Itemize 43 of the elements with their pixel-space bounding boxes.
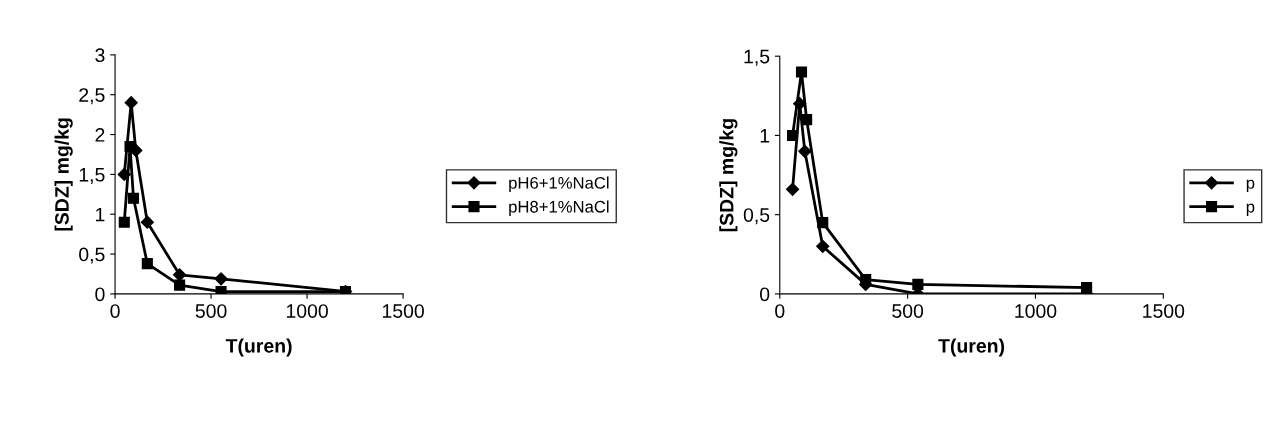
point: [817, 217, 829, 229]
y-tick-label: 3: [95, 48, 105, 63]
x-tick-label: 500: [195, 304, 227, 318]
legend-label: pH8+1%NaCl: [509, 200, 609, 216]
point: [174, 279, 186, 291]
x-tick-label: 0: [775, 304, 785, 318]
point: [787, 129, 799, 141]
x-axis-title: T(uren): [225, 338, 292, 357]
point: [141, 258, 153, 270]
legend-label: p: [1246, 179, 1255, 193]
point: [127, 192, 140, 204]
y-axis-title: [SDZ] mg/kg: [719, 119, 738, 232]
x-tick-label: 1000: [1015, 304, 1057, 318]
y-tick-label: 0: [95, 287, 105, 302]
point: [798, 144, 812, 158]
y-tick-label: 2: [95, 128, 105, 142]
point: [785, 182, 800, 196]
point: [118, 216, 130, 228]
y-axis-title: [SDZ] mg/kg: [54, 118, 73, 231]
y-tick-label: 1,5: [744, 49, 770, 66]
x-tick-label: 500: [892, 304, 924, 318]
y-tick-label: 0: [760, 287, 770, 302]
point: [172, 268, 187, 282]
point: [801, 114, 813, 126]
point: [816, 239, 830, 253]
point: [124, 96, 138, 110]
y-tick-label: 1: [96, 207, 105, 222]
y-tick-label: 0,5: [79, 247, 105, 264]
x-axis-title: T(uren): [938, 338, 1005, 357]
legend-label: pH6+1%NaCl: [509, 176, 609, 193]
point: [912, 278, 924, 290]
point: [214, 272, 228, 286]
point: [140, 215, 154, 229]
y-tick-label: 1: [760, 129, 770, 143]
y-tick-label: 1,5: [79, 168, 105, 184]
x-tick-label: 1500: [382, 304, 424, 318]
x-tick-label: 1500: [1143, 304, 1185, 318]
legend-label: p: [1246, 203, 1255, 216]
x-tick-label: 1000: [286, 304, 328, 318]
point: [795, 66, 808, 78]
y-tick-label: 0,5: [743, 208, 770, 225]
x-tick-label: 0: [110, 304, 120, 318]
y-tick-label: 2,5: [79, 88, 105, 105]
